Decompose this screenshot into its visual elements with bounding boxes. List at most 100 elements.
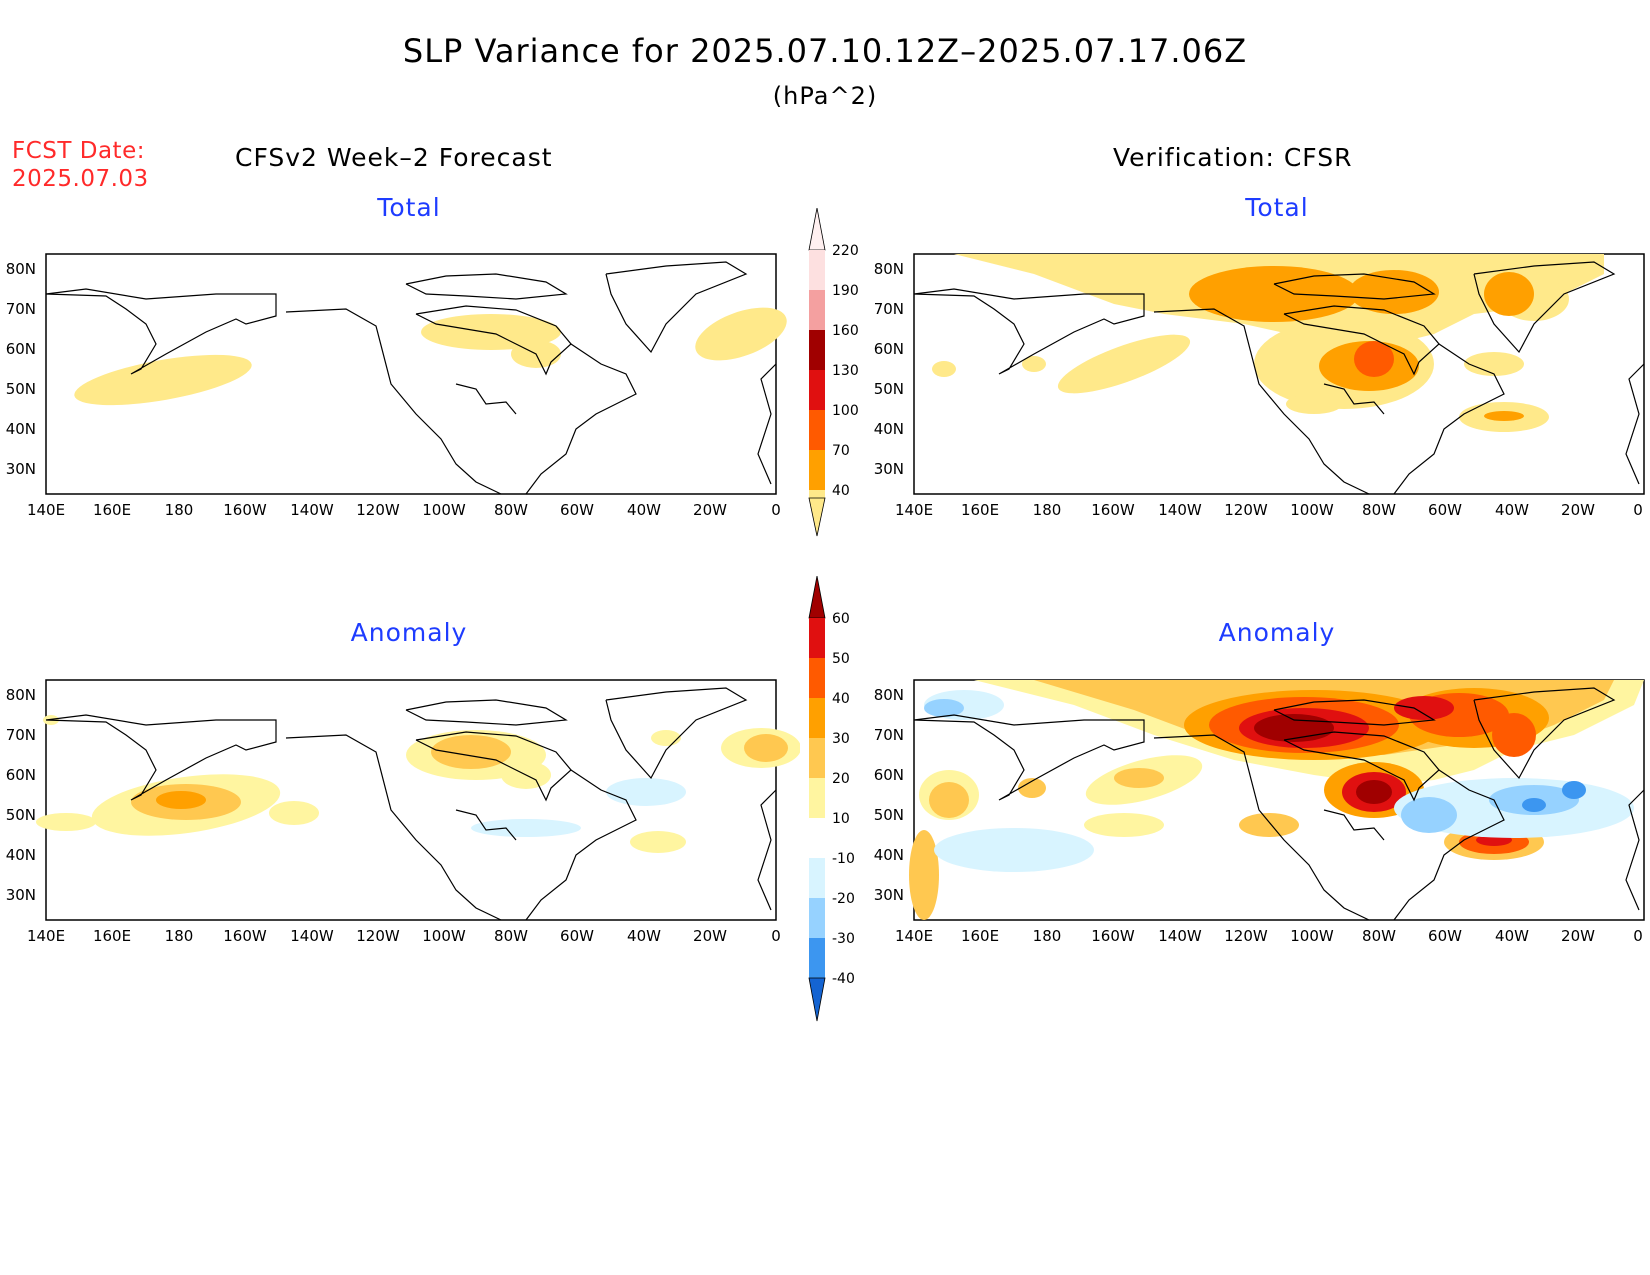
- lat-label: 50N: [874, 806, 904, 824]
- colorbar-box: [809, 898, 825, 938]
- lat-label: 30N: [6, 886, 36, 904]
- lat-label: 80N: [6, 260, 36, 278]
- lat-label: 80N: [874, 686, 904, 704]
- lat-label: 30N: [874, 460, 904, 478]
- lon-label: 160W: [223, 501, 267, 519]
- page-title: SLP Variance for 2025.07.10.12Z–2025.07.…: [402, 32, 1248, 70]
- fcst-date-block: FCST Date: 2025.07.03: [12, 137, 149, 193]
- lat-label: 60N: [874, 766, 904, 784]
- colorbar-box: [809, 618, 825, 658]
- lat-label: 60N: [874, 340, 904, 358]
- lon-label: 120W: [356, 927, 400, 945]
- lon-label: 40W: [1495, 927, 1529, 945]
- lon-label: 20W: [693, 927, 727, 945]
- lon-label: 160E: [93, 501, 131, 519]
- lat-label: 40N: [874, 846, 904, 864]
- shading: [909, 680, 1644, 920]
- coastlines: [913, 687, 1645, 921]
- lon-label: 80W: [494, 501, 528, 519]
- lon-label: 160E: [93, 927, 131, 945]
- verification-total-title: Total: [1245, 193, 1309, 222]
- colorbar-box: [809, 410, 825, 450]
- colorbar-box: [809, 450, 825, 490]
- lon-label: 60W: [1428, 927, 1462, 945]
- lat-label: 80N: [6, 686, 36, 704]
- coastlines: [913, 261, 1645, 495]
- lon-label: 160W: [1091, 927, 1135, 945]
- lon-label: 20W: [693, 501, 727, 519]
- lon-label: 60W: [560, 501, 594, 519]
- colorbar-box: [809, 778, 825, 818]
- colorbar-label: 40: [832, 483, 850, 499]
- lon-label: 20W: [1561, 927, 1595, 945]
- lon-label: 140W: [290, 501, 334, 519]
- forecast-anomaly-map: 80N 70N 60N 50N 40N 30N 140E 160E 180 16…: [6, 679, 800, 945]
- colorbar-label: 100: [832, 403, 859, 419]
- lon-label: 40W: [1495, 501, 1529, 519]
- forecast-total-title: Total: [377, 193, 441, 222]
- colorbar-label: 20: [832, 771, 850, 787]
- lon-label: 160W: [1091, 501, 1135, 519]
- lon-label: 160E: [961, 501, 999, 519]
- lat-label: 50N: [6, 380, 36, 398]
- lat-label: 70N: [874, 300, 904, 318]
- lat-label: 40N: [6, 420, 36, 438]
- forecast-column-title: CFSv2 Week–2 Forecast: [235, 143, 553, 172]
- lat-label: 70N: [6, 300, 36, 318]
- lat-label: 70N: [874, 726, 904, 744]
- colorbar-box: [809, 658, 825, 698]
- verification-anomaly-map: 80N 70N 60N 50N 40N 30N 140E 160E 180 16…: [874, 679, 1645, 945]
- lon-label: 0: [1633, 927, 1643, 945]
- lon-label: 100W: [1290, 927, 1334, 945]
- lon-label: 100W: [422, 501, 466, 519]
- lon-label: 180: [1033, 927, 1062, 945]
- colorbar-top-arrow: [808, 208, 826, 251]
- colorbar-box: [809, 938, 825, 978]
- colorbar-label: 40: [832, 691, 850, 707]
- colorbar-box: [809, 698, 825, 738]
- shading: [36, 715, 800, 853]
- lat-label: 70N: [6, 726, 36, 744]
- colorbar-label: 50: [832, 651, 850, 667]
- colorbar-box: [809, 330, 825, 370]
- colorbar-box: [809, 490, 825, 498]
- lat-label: 50N: [6, 806, 36, 824]
- lat-label: 60N: [6, 766, 36, 784]
- colorbar-label: -30: [832, 931, 855, 947]
- coastlines: [45, 687, 777, 921]
- lon-label: 180: [165, 927, 194, 945]
- lon-label: 140E: [895, 501, 933, 519]
- units-label: (hPa^2): [772, 82, 878, 110]
- lat-axis: 80N 70N 60N 50N 40N 30N: [6, 260, 36, 478]
- lat-label: 40N: [6, 846, 36, 864]
- lon-label: 80W: [1362, 501, 1396, 519]
- lon-label: 40W: [627, 501, 661, 519]
- coastlines: [45, 261, 777, 495]
- lon-label: 100W: [422, 927, 466, 945]
- lon-label: 140E: [895, 927, 933, 945]
- colorbar-bottom-arrow: [808, 497, 826, 537]
- lat-label: 60N: [6, 340, 36, 358]
- lat-label: 40N: [874, 420, 904, 438]
- lon-label: 120W: [1224, 927, 1268, 945]
- lon-label: 120W: [356, 501, 400, 519]
- colorbar-box: [809, 250, 825, 290]
- lon-label: 140W: [290, 927, 334, 945]
- lat-label: 30N: [6, 460, 36, 478]
- lon-label: 140W: [1158, 927, 1202, 945]
- verification-total-map: 80N 70N 60N 50N 40N 30N 140E 160E 180 16…: [874, 253, 1645, 519]
- colorbar-box: [809, 738, 825, 778]
- lon-label: 20W: [1561, 501, 1595, 519]
- colorbar-label: -10: [832, 851, 855, 867]
- anomaly-colorbar: 60 50 40 30 20 10 -10 -20 -30 -40: [808, 576, 855, 1022]
- lon-label: 140W: [1158, 501, 1202, 519]
- lon-label: 140E: [27, 927, 65, 945]
- lon-label: 60W: [1428, 501, 1462, 519]
- lon-label: 180: [165, 501, 194, 519]
- lat-label: 80N: [874, 260, 904, 278]
- colorbar-label: -40: [832, 971, 855, 987]
- lat-label: 30N: [874, 886, 904, 904]
- colorbar-top-arrow: [808, 576, 826, 619]
- colorbar-box: [809, 858, 825, 898]
- lon-label: 160E: [961, 927, 999, 945]
